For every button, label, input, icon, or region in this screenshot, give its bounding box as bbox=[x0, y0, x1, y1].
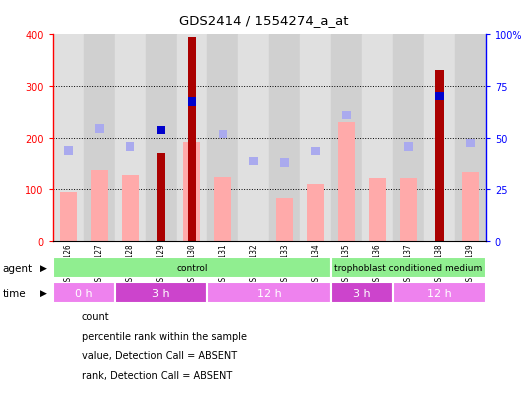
Bar bbox=[84, 35, 115, 242]
Bar bbox=[176, 35, 208, 242]
Bar bbox=[214, 177, 231, 242]
Bar bbox=[115, 282, 208, 304]
Text: 12 h: 12 h bbox=[257, 288, 281, 298]
Bar bbox=[393, 282, 486, 304]
Bar bbox=[250, 157, 258, 166]
Bar bbox=[238, 35, 269, 242]
Bar bbox=[435, 93, 444, 101]
Bar bbox=[53, 257, 331, 279]
Bar bbox=[91, 171, 108, 242]
Text: GDS2414 / 1554274_a_at: GDS2414 / 1554274_a_at bbox=[179, 14, 349, 27]
Bar bbox=[157, 126, 165, 135]
Bar bbox=[462, 173, 479, 242]
Text: time: time bbox=[3, 288, 26, 298]
Bar bbox=[276, 199, 293, 242]
Text: ▶: ▶ bbox=[40, 263, 47, 273]
Bar bbox=[280, 159, 289, 167]
Text: rank, Detection Call = ABSENT: rank, Detection Call = ABSENT bbox=[82, 370, 232, 380]
Bar bbox=[187, 98, 196, 106]
Bar bbox=[331, 35, 362, 242]
Bar bbox=[187, 133, 196, 141]
Bar bbox=[115, 35, 146, 242]
Text: count: count bbox=[82, 311, 109, 321]
Bar bbox=[208, 282, 331, 304]
Bar bbox=[95, 125, 103, 133]
Text: 3 h: 3 h bbox=[152, 288, 170, 298]
Bar bbox=[126, 143, 135, 151]
Bar bbox=[60, 192, 77, 242]
Text: ▶: ▶ bbox=[40, 288, 47, 297]
Text: 0 h: 0 h bbox=[75, 288, 92, 298]
Text: agent: agent bbox=[3, 263, 33, 273]
Bar bbox=[424, 35, 455, 242]
Bar bbox=[331, 282, 393, 304]
Text: percentile rank within the sample: percentile rank within the sample bbox=[82, 331, 247, 341]
Text: 3 h: 3 h bbox=[353, 288, 371, 298]
Bar bbox=[53, 282, 115, 304]
Bar bbox=[338, 123, 355, 242]
Bar bbox=[208, 35, 238, 242]
Bar bbox=[219, 131, 227, 139]
Bar bbox=[300, 35, 331, 242]
Bar bbox=[393, 35, 424, 242]
Bar bbox=[146, 35, 176, 242]
Bar bbox=[466, 140, 475, 148]
Bar bbox=[121, 176, 139, 242]
Bar bbox=[269, 35, 300, 242]
Bar bbox=[183, 142, 201, 242]
Text: 12 h: 12 h bbox=[427, 288, 452, 298]
Bar bbox=[369, 178, 386, 242]
Bar bbox=[400, 178, 417, 242]
Bar bbox=[157, 154, 165, 242]
Bar bbox=[64, 147, 72, 155]
Bar bbox=[53, 35, 84, 242]
Text: trophoblast conditioned medium: trophoblast conditioned medium bbox=[334, 263, 483, 273]
Bar bbox=[312, 148, 320, 156]
Bar bbox=[455, 35, 486, 242]
Bar bbox=[435, 71, 444, 242]
Bar bbox=[331, 257, 486, 279]
Bar bbox=[404, 143, 413, 151]
Bar bbox=[307, 185, 324, 242]
Text: value, Detection Call = ABSENT: value, Detection Call = ABSENT bbox=[82, 351, 237, 361]
Bar bbox=[187, 38, 196, 242]
Text: control: control bbox=[176, 263, 208, 273]
Bar bbox=[342, 112, 351, 120]
Bar bbox=[362, 35, 393, 242]
